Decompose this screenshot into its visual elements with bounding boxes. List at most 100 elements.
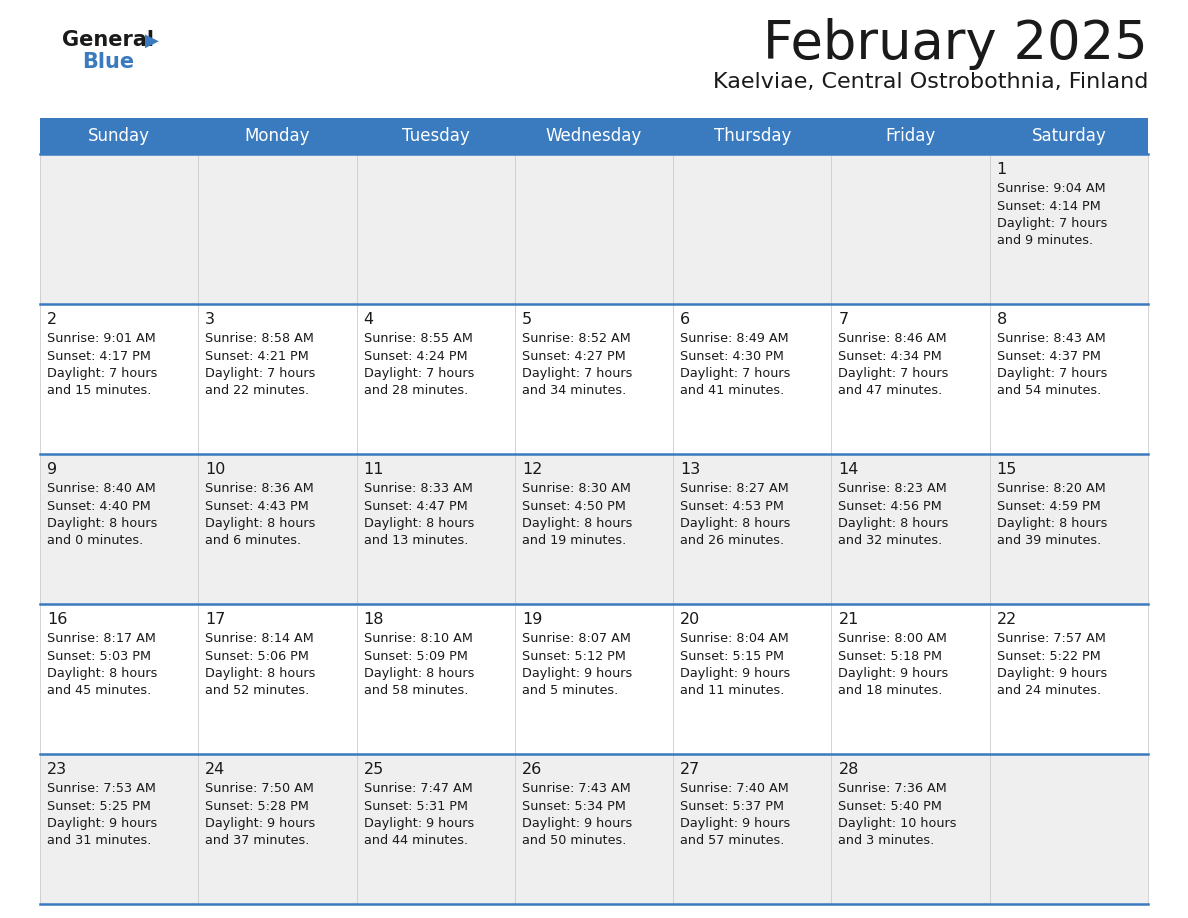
Text: Daylight: 7 hours: Daylight: 7 hours	[522, 367, 632, 380]
Text: 2: 2	[48, 312, 57, 327]
Text: Sunset: 5:28 PM: Sunset: 5:28 PM	[206, 800, 309, 812]
Text: Daylight: 8 hours: Daylight: 8 hours	[48, 517, 157, 530]
Text: and 32 minutes.: and 32 minutes.	[839, 534, 943, 547]
Bar	[40, 754, 1148, 904]
Text: and 24 minutes.: and 24 minutes.	[997, 685, 1101, 698]
Text: and 9 minutes.: and 9 minutes.	[997, 234, 1093, 248]
Text: Sunset: 5:25 PM: Sunset: 5:25 PM	[48, 800, 151, 812]
Text: 12: 12	[522, 462, 542, 477]
Text: Saturday: Saturday	[1031, 127, 1106, 145]
Bar	[40, 454, 1148, 604]
Text: Sunset: 5:40 PM: Sunset: 5:40 PM	[839, 800, 942, 812]
Text: Daylight: 7 hours: Daylight: 7 hours	[364, 367, 474, 380]
Bar	[40, 304, 1148, 454]
Text: Sunrise: 9:01 AM: Sunrise: 9:01 AM	[48, 332, 156, 345]
Text: Daylight: 8 hours: Daylight: 8 hours	[364, 667, 474, 680]
Text: Daylight: 9 hours: Daylight: 9 hours	[997, 667, 1107, 680]
Text: Sunset: 4:17 PM: Sunset: 4:17 PM	[48, 350, 151, 363]
Text: and 45 minutes.: and 45 minutes.	[48, 685, 151, 698]
Text: and 47 minutes.: and 47 minutes.	[839, 385, 943, 397]
Text: 7: 7	[839, 312, 848, 327]
Bar	[40, 154, 1148, 304]
Text: Daylight: 8 hours: Daylight: 8 hours	[997, 517, 1107, 530]
Text: Sunrise: 8:20 AM: Sunrise: 8:20 AM	[997, 482, 1106, 495]
Text: Daylight: 9 hours: Daylight: 9 hours	[681, 817, 790, 830]
Text: 24: 24	[206, 762, 226, 777]
Text: Sunrise: 8:04 AM: Sunrise: 8:04 AM	[681, 632, 789, 645]
Text: and 0 minutes.: and 0 minutes.	[48, 534, 144, 547]
Text: Sunrise: 8:17 AM: Sunrise: 8:17 AM	[48, 632, 156, 645]
Text: Sunset: 5:15 PM: Sunset: 5:15 PM	[681, 650, 784, 663]
Text: 8: 8	[997, 312, 1007, 327]
Text: and 50 minutes.: and 50 minutes.	[522, 834, 626, 847]
Text: and 26 minutes.: and 26 minutes.	[681, 534, 784, 547]
Text: 5: 5	[522, 312, 532, 327]
Text: Sunrise: 8:58 AM: Sunrise: 8:58 AM	[206, 332, 314, 345]
Text: Sunset: 4:14 PM: Sunset: 4:14 PM	[997, 199, 1100, 212]
Text: and 19 minutes.: and 19 minutes.	[522, 534, 626, 547]
Text: Sunrise: 8:00 AM: Sunrise: 8:00 AM	[839, 632, 947, 645]
Text: and 52 minutes.: and 52 minutes.	[206, 685, 310, 698]
Text: 14: 14	[839, 462, 859, 477]
Text: General: General	[62, 30, 154, 50]
Text: Sunset: 5:34 PM: Sunset: 5:34 PM	[522, 800, 626, 812]
Text: Daylight: 9 hours: Daylight: 9 hours	[522, 667, 632, 680]
Text: 11: 11	[364, 462, 384, 477]
Text: Sunrise: 8:07 AM: Sunrise: 8:07 AM	[522, 632, 631, 645]
Text: Sunset: 4:30 PM: Sunset: 4:30 PM	[681, 350, 784, 363]
Text: 9: 9	[48, 462, 57, 477]
Text: Tuesday: Tuesday	[402, 127, 469, 145]
Text: 23: 23	[48, 762, 68, 777]
Text: Daylight: 8 hours: Daylight: 8 hours	[681, 517, 790, 530]
Text: Daylight: 8 hours: Daylight: 8 hours	[206, 517, 316, 530]
Text: Sunset: 5:22 PM: Sunset: 5:22 PM	[997, 650, 1100, 663]
Text: Wednesday: Wednesday	[545, 127, 643, 145]
Text: and 58 minutes.: and 58 minutes.	[364, 685, 468, 698]
Text: Sunset: 4:59 PM: Sunset: 4:59 PM	[997, 499, 1100, 512]
Text: Sunset: 4:43 PM: Sunset: 4:43 PM	[206, 499, 309, 512]
Text: Sunset: 4:40 PM: Sunset: 4:40 PM	[48, 499, 151, 512]
Text: Sunrise: 8:30 AM: Sunrise: 8:30 AM	[522, 482, 631, 495]
Text: 18: 18	[364, 612, 384, 627]
Text: Sunset: 5:03 PM: Sunset: 5:03 PM	[48, 650, 151, 663]
Text: Sunrise: 8:40 AM: Sunrise: 8:40 AM	[48, 482, 156, 495]
Text: and 6 minutes.: and 6 minutes.	[206, 534, 302, 547]
Text: Daylight: 10 hours: Daylight: 10 hours	[839, 817, 956, 830]
Text: Sunset: 5:31 PM: Sunset: 5:31 PM	[364, 800, 468, 812]
Text: Daylight: 9 hours: Daylight: 9 hours	[48, 817, 157, 830]
Text: Friday: Friday	[885, 127, 936, 145]
Text: and 54 minutes.: and 54 minutes.	[997, 385, 1101, 397]
Text: Daylight: 9 hours: Daylight: 9 hours	[681, 667, 790, 680]
Text: and 39 minutes.: and 39 minutes.	[997, 534, 1101, 547]
Bar	[40, 604, 1148, 754]
Text: Sunrise: 7:43 AM: Sunrise: 7:43 AM	[522, 782, 631, 795]
Text: 10: 10	[206, 462, 226, 477]
Text: Sunrise: 8:55 AM: Sunrise: 8:55 AM	[364, 332, 473, 345]
Text: and 28 minutes.: and 28 minutes.	[364, 385, 468, 397]
Text: Daylight: 7 hours: Daylight: 7 hours	[997, 217, 1107, 230]
Text: 3: 3	[206, 312, 215, 327]
Text: Sunrise: 8:36 AM: Sunrise: 8:36 AM	[206, 482, 314, 495]
Text: Sunset: 5:12 PM: Sunset: 5:12 PM	[522, 650, 626, 663]
Text: Sunset: 4:21 PM: Sunset: 4:21 PM	[206, 350, 309, 363]
Text: Sunrise: 8:33 AM: Sunrise: 8:33 AM	[364, 482, 473, 495]
Text: February 2025: February 2025	[763, 18, 1148, 70]
Text: Daylight: 7 hours: Daylight: 7 hours	[48, 367, 157, 380]
Text: 19: 19	[522, 612, 542, 627]
Text: and 31 minutes.: and 31 minutes.	[48, 834, 151, 847]
Text: 6: 6	[681, 312, 690, 327]
Text: ▶: ▶	[145, 32, 159, 50]
Text: Sunrise: 8:10 AM: Sunrise: 8:10 AM	[364, 632, 473, 645]
Text: 25: 25	[364, 762, 384, 777]
Text: 1: 1	[997, 162, 1007, 177]
Text: 22: 22	[997, 612, 1017, 627]
Text: Sunrise: 7:36 AM: Sunrise: 7:36 AM	[839, 782, 947, 795]
Text: Sunrise: 8:49 AM: Sunrise: 8:49 AM	[681, 332, 789, 345]
Text: Daylight: 9 hours: Daylight: 9 hours	[522, 817, 632, 830]
Text: Sunset: 4:53 PM: Sunset: 4:53 PM	[681, 499, 784, 512]
Text: 16: 16	[48, 612, 68, 627]
Text: Sunrise: 8:14 AM: Sunrise: 8:14 AM	[206, 632, 314, 645]
Text: and 13 minutes.: and 13 minutes.	[364, 534, 468, 547]
Text: Daylight: 8 hours: Daylight: 8 hours	[364, 517, 474, 530]
Text: Daylight: 8 hours: Daylight: 8 hours	[839, 517, 949, 530]
